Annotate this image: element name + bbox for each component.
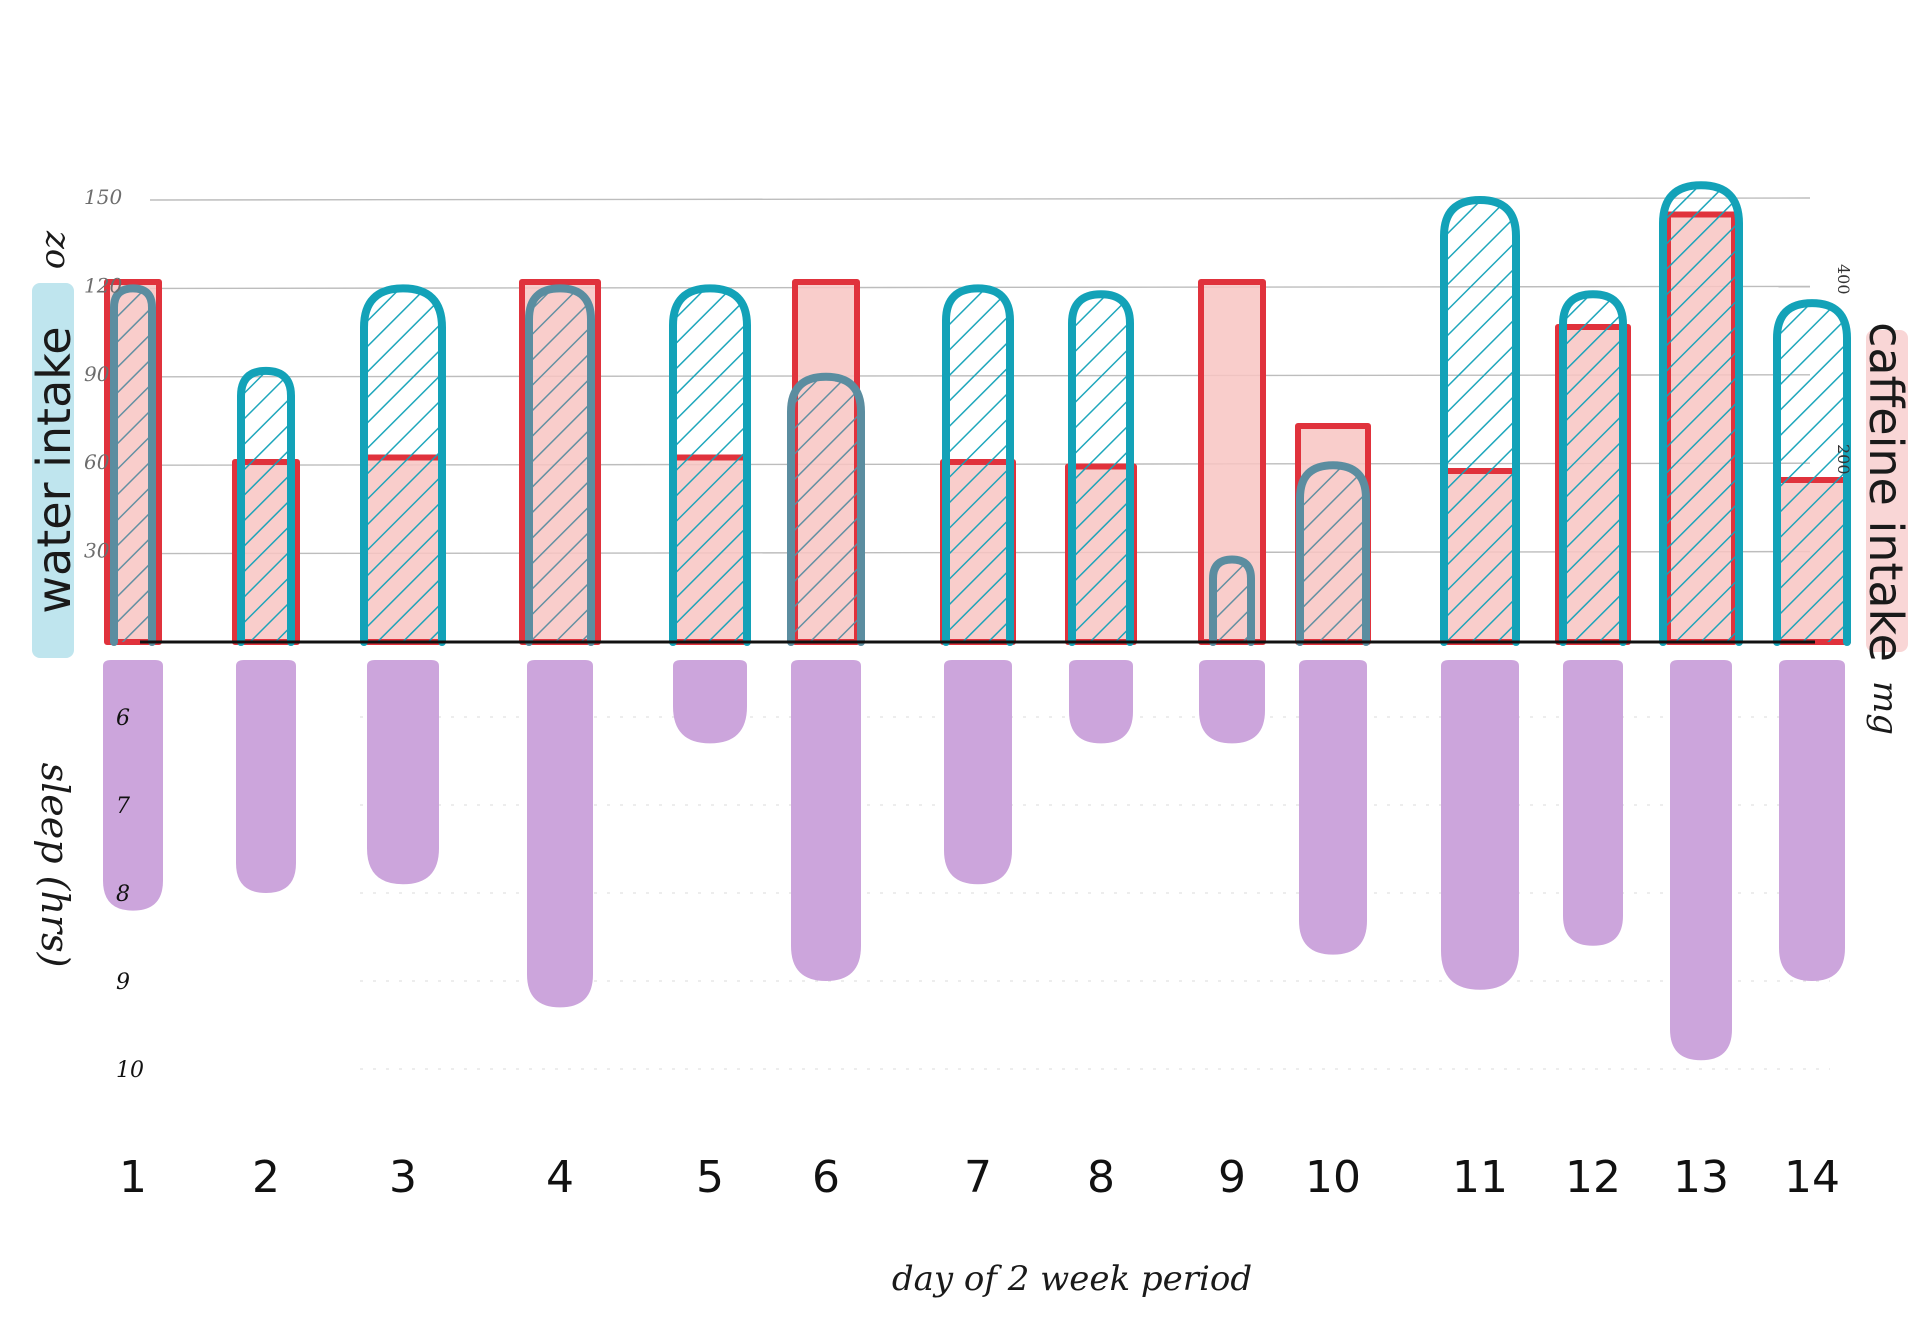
sleep-bar <box>367 660 439 885</box>
water-bar-fill <box>673 288 747 642</box>
water-bar-fill <box>1213 559 1251 642</box>
water-bar-fill <box>1444 200 1516 642</box>
water-bar-fill <box>114 288 152 642</box>
sleep-bar <box>1779 660 1845 981</box>
water-bar <box>669 284 751 646</box>
y-tick-label: 60 <box>84 450 110 474</box>
sleep-bar <box>1563 660 1623 946</box>
sleep-tick-label: 7 <box>116 794 130 819</box>
sleep-bar <box>1441 660 1519 990</box>
sleep-bar <box>527 660 593 1008</box>
sleep-bar <box>1299 660 1367 955</box>
caffeine-title-highlight <box>1866 330 1908 652</box>
x-axis-title: day of 2 week period <box>892 1259 1252 1299</box>
x-tick-label: 4 <box>546 1152 574 1203</box>
water-bar <box>1440 196 1520 646</box>
water-bar <box>787 372 865 646</box>
sleep-bar <box>236 660 296 893</box>
water-bar-fill <box>946 288 1010 642</box>
x-tick-label: 2 <box>252 1152 280 1203</box>
y-axis-title: water intake <box>27 326 81 613</box>
water-bar-fill <box>1300 465 1366 642</box>
water-bar-fill <box>1072 294 1130 642</box>
water-bar-fill <box>1563 294 1623 642</box>
sleep-tick-label: 6 <box>116 706 130 731</box>
y-tick-label: 30 <box>84 539 110 563</box>
sleep-tick-label: 8 <box>116 882 130 907</box>
x-tick-label: 13 <box>1673 1152 1729 1203</box>
sleep-tick-label: 9 <box>116 970 130 995</box>
y-tick-label: 90 <box>84 362 110 386</box>
water-bar <box>1209 555 1255 646</box>
x-tick-label: 12 <box>1565 1152 1621 1203</box>
y2-tick-label: 400 <box>1834 264 1853 295</box>
water-bar <box>360 284 446 646</box>
x-tick-label: 10 <box>1305 1152 1361 1203</box>
water-bar-fill <box>529 288 591 642</box>
water-bar <box>237 366 295 646</box>
sleep-bar <box>1670 660 1732 1061</box>
y-tick-label: 120 <box>84 273 122 297</box>
water-bar-fill <box>1777 303 1847 642</box>
sleep-series <box>103 660 1845 1061</box>
x-tick-label: 8 <box>1087 1152 1115 1203</box>
water-bar-fill <box>241 370 291 642</box>
water-bar <box>1659 181 1743 646</box>
y-tick-label: 150 <box>84 185 122 209</box>
y2-axis-title: caffeine intake <box>1859 322 1913 662</box>
sleep-bar <box>673 660 747 744</box>
x-tick-label: 14 <box>1784 1152 1840 1203</box>
x-tick-label: 7 <box>964 1152 992 1203</box>
x-tick-label: 6 <box>812 1152 840 1203</box>
sleep-bar <box>944 660 1012 885</box>
water-bar-fill <box>791 376 861 642</box>
x-tick-label: 5 <box>696 1152 724 1203</box>
sleep-tick-label: 10 <box>116 1058 144 1083</box>
water-bar <box>1068 290 1134 646</box>
y-axis-unit: oz <box>33 230 73 269</box>
water-bar-fill <box>364 288 442 642</box>
water-bar <box>942 284 1014 646</box>
x-tick-label: 3 <box>389 1152 417 1203</box>
water-bar <box>110 284 156 646</box>
sleep-bar <box>791 660 861 981</box>
gridline-oz-150 <box>149 197 1811 201</box>
water-bar-fill <box>1663 185 1739 642</box>
x-tick-label: 9 <box>1218 1152 1246 1203</box>
y2-axis-unit: mg <box>1865 681 1905 735</box>
y2-tick-label: 200 <box>1834 444 1853 475</box>
water-bar <box>525 284 595 646</box>
water-title-highlight <box>32 283 74 658</box>
sleep-bar <box>1069 660 1133 744</box>
water-series <box>110 181 1851 646</box>
water-bar <box>1296 461 1370 646</box>
sleep-axis-title: sleep (hrs) <box>33 763 77 968</box>
x-tick-label: 11 <box>1452 1152 1508 1203</box>
x-tick-label: 1 <box>119 1152 147 1203</box>
water-bar <box>1773 299 1851 646</box>
sleep-bar <box>103 660 163 911</box>
sleep-bar <box>1199 660 1265 744</box>
water-bar <box>1559 290 1627 646</box>
